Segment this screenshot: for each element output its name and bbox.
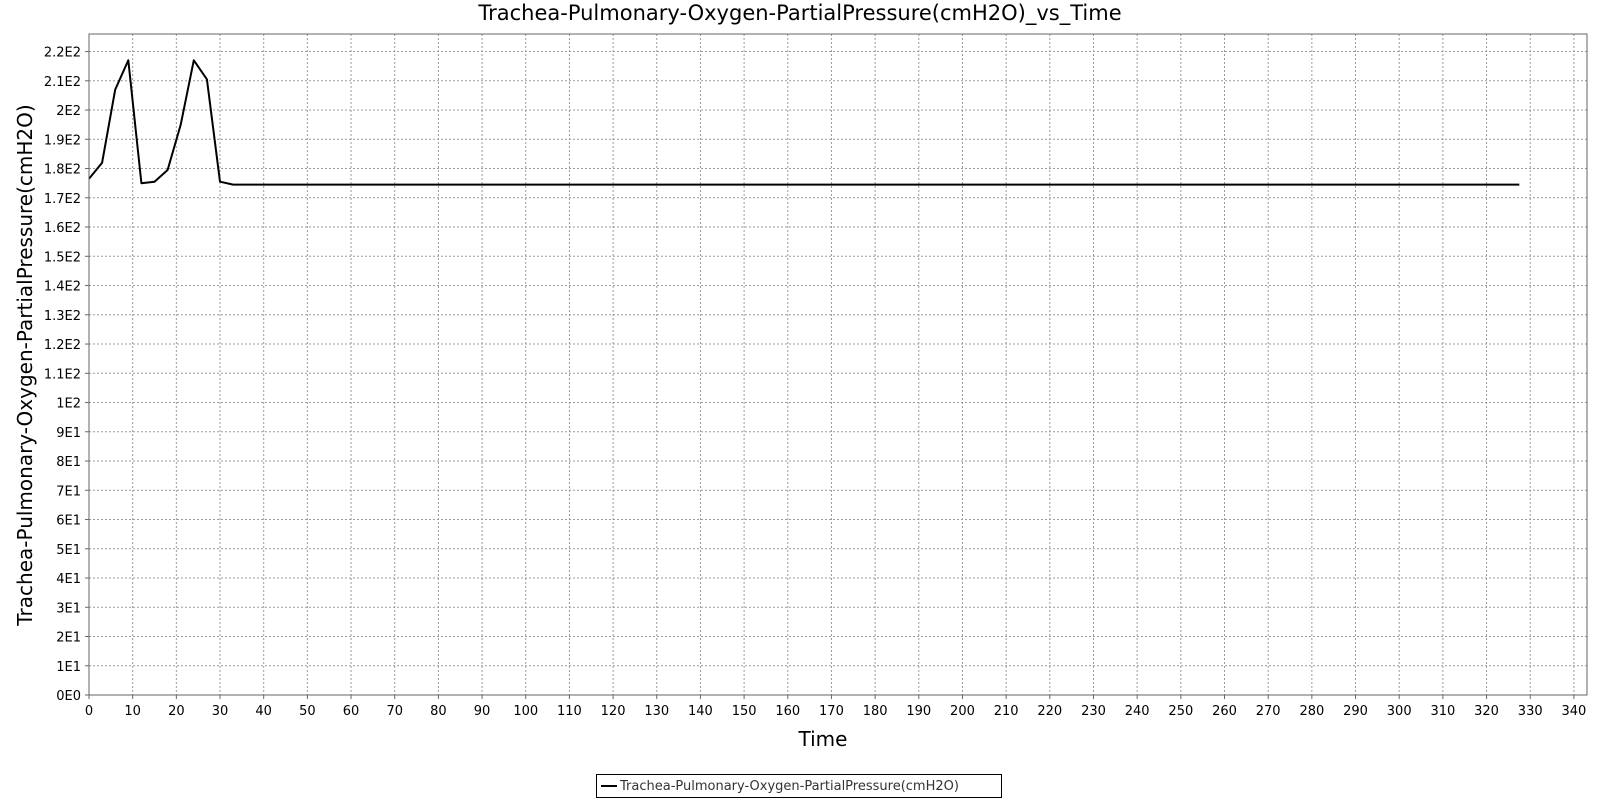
x-tick-label: 280 — [1299, 704, 1324, 719]
x-tick-label: 150 — [732, 704, 757, 719]
x-tick-label: 250 — [1168, 704, 1193, 719]
y-tick-label: 2.2E2 — [44, 46, 81, 61]
x-tick-label: 40 — [255, 704, 272, 719]
y-tick-label: 1.1E2 — [44, 367, 81, 382]
x-tick-label: 210 — [994, 704, 1019, 719]
y-tick-label: 1.8E2 — [44, 163, 81, 178]
x-tick-label: 240 — [1125, 704, 1150, 719]
x-tick-label: 110 — [557, 704, 582, 719]
y-tick-label: 3E1 — [56, 601, 81, 616]
grid-lines — [88, 34, 1587, 696]
x-tick-label: 160 — [775, 704, 800, 719]
x-axis-label: Time — [798, 727, 848, 751]
plot-background — [89, 34, 1587, 695]
x-tick-label: 200 — [950, 704, 975, 719]
x-tick-label: 180 — [863, 704, 888, 719]
x-tick-label: 310 — [1430, 704, 1455, 719]
x-tick-label: 30 — [212, 704, 229, 719]
y-axis-ticks: 0E0 1E1 2E1 3E1 4E1 5E1 6E1 7E1 8E1 9E1 1E2 1.1E2 1.… — [44, 46, 89, 704]
y-tick-label: 1.2E2 — [44, 338, 81, 353]
x-tick-label: 290 — [1343, 704, 1368, 719]
y-tick-label: 6E1 — [56, 514, 81, 529]
y-tick-label: 0E0 — [56, 689, 81, 704]
x-tick-label: 190 — [906, 704, 931, 719]
x-tick-label: 260 — [1212, 704, 1237, 719]
x-tick-label: 100 — [513, 704, 538, 719]
y-tick-label: 9E1 — [56, 426, 81, 441]
y-tick-label: 1.7E2 — [44, 192, 81, 207]
x-tick-label: 0 — [85, 704, 93, 719]
x-tick-label: 170 — [819, 704, 844, 719]
y-tick-label: 7E1 — [56, 484, 81, 499]
y-tick-label: 1E2 — [56, 397, 81, 412]
x-tick-label: 140 — [688, 704, 713, 719]
chart-title: Trachea-Pulmonary-Oxygen-PartialPressure… — [478, 1, 1122, 25]
x-axis-ticks: 0 10 20 30 40 50 60 70 80 90 100 110 120 130 140 150 160… — [85, 695, 1586, 719]
y-tick-label: 1.5E2 — [44, 250, 81, 265]
x-tick-label: 120 — [601, 704, 626, 719]
x-tick-label: 20 — [168, 704, 185, 719]
x-tick-label: 330 — [1518, 704, 1543, 719]
x-tick-label: 230 — [1081, 704, 1106, 719]
plot-frame — [88, 33, 1588, 696]
y-tick-label: 2.1E2 — [44, 75, 81, 90]
y-tick-label: 1.9E2 — [44, 133, 81, 148]
legend-swatch — [601, 785, 617, 787]
y-tick-label: 2E1 — [56, 631, 81, 646]
y-axis-label: Trachea-Pulmonary-Oxygen-PartialPressure… — [13, 104, 37, 626]
x-tick-label: 340 — [1561, 704, 1586, 719]
legend: Trachea-Pulmonary-Oxygen-PartialPressure… — [596, 774, 1002, 798]
y-tick-label: 1.6E2 — [44, 221, 81, 236]
x-tick-label: 300 — [1387, 704, 1412, 719]
y-tick-label: 4E1 — [56, 572, 81, 587]
x-tick-label: 270 — [1256, 704, 1281, 719]
y-tick-label: 1E1 — [56, 660, 81, 675]
x-tick-label: 10 — [124, 704, 141, 719]
y-tick-label: 8E1 — [56, 455, 81, 470]
legend-label: Trachea-Pulmonary-Oxygen-PartialPressure… — [620, 778, 959, 794]
series-line — [88, 59, 1520, 186]
y-tick-label: 1.3E2 — [44, 309, 81, 324]
y-tick-label: 5E1 — [56, 543, 81, 558]
y-tick-label: 1.4E2 — [44, 280, 81, 295]
x-tick-label: 320 — [1474, 704, 1499, 719]
series-layer — [88, 59, 1520, 186]
x-tick-label: 70 — [386, 704, 403, 719]
x-tick-label: 130 — [644, 704, 669, 719]
x-tick-label: 220 — [1037, 704, 1062, 719]
y-tick-label: 2E2 — [56, 104, 81, 119]
x-tick-label: 60 — [343, 704, 360, 719]
x-tick-label: 80 — [430, 704, 447, 719]
x-tick-label: 50 — [299, 704, 316, 719]
x-tick-label: 90 — [474, 704, 491, 719]
